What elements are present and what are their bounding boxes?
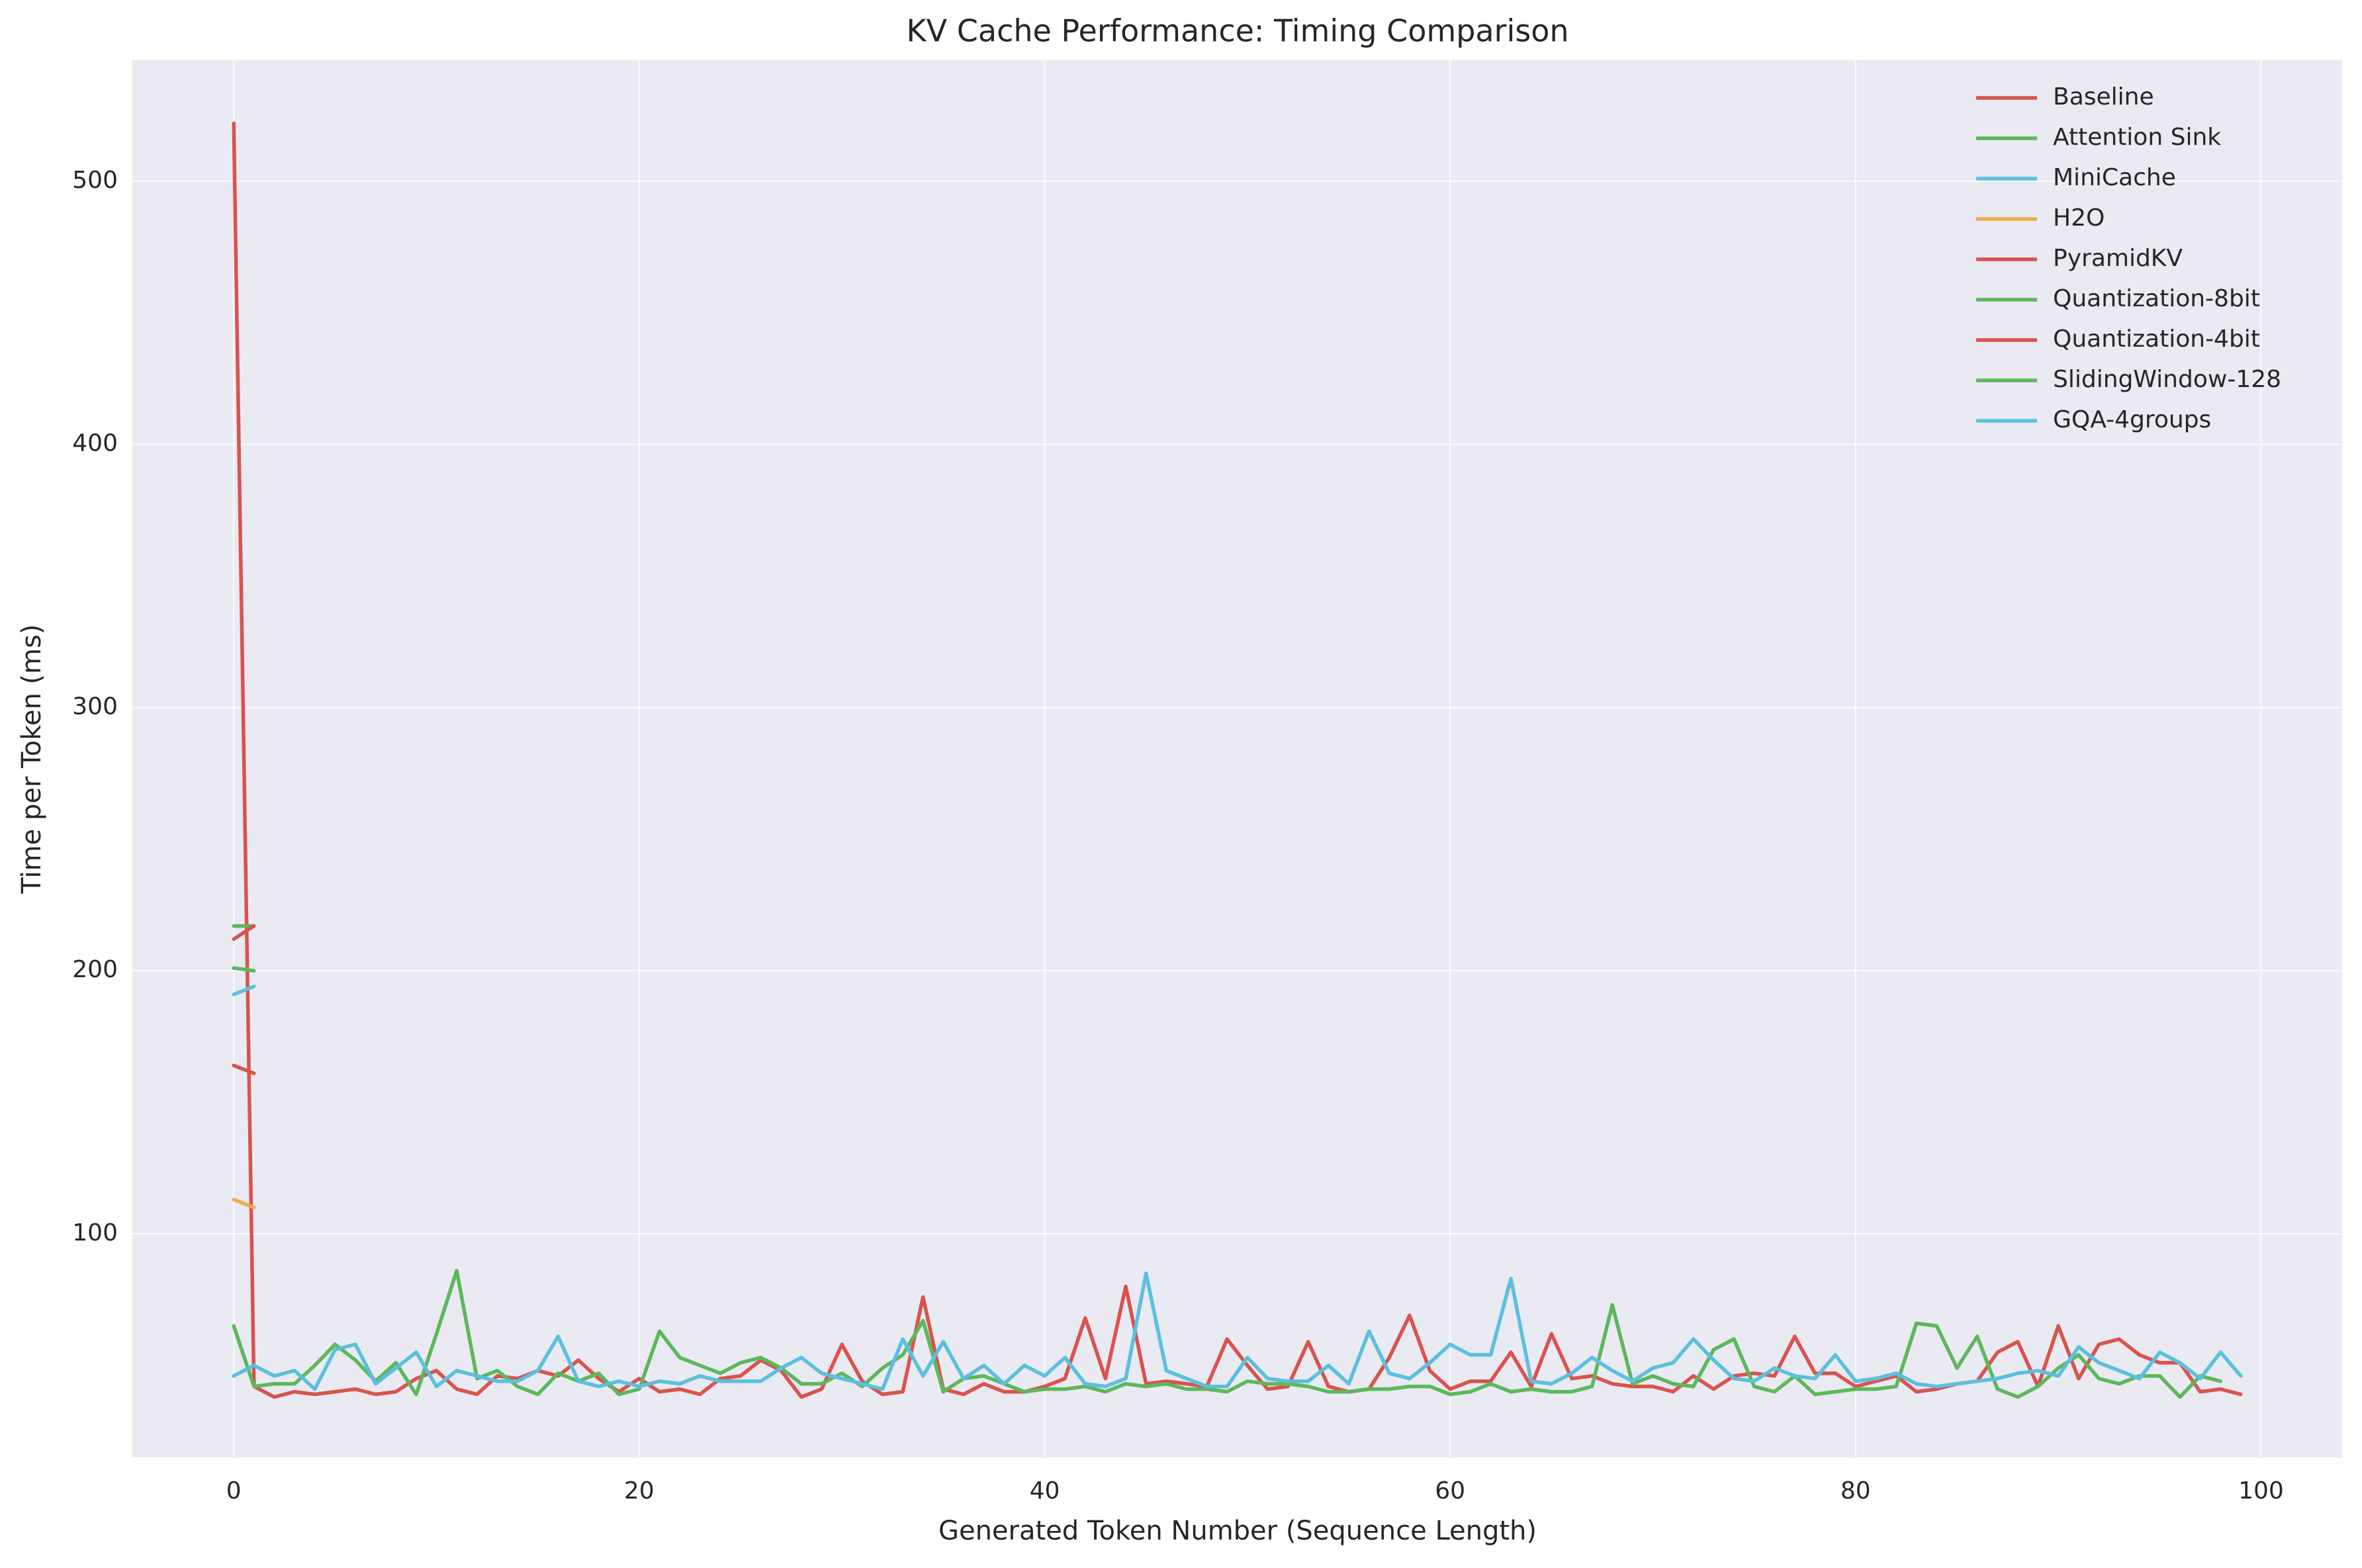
x-tick-label: 80: [1840, 1477, 1871, 1504]
y-tick-label: 100: [72, 1219, 118, 1246]
series-line: [232, 1268, 2222, 1399]
series-line: [232, 966, 256, 973]
series-line: [232, 121, 2243, 1399]
legend-label: Quantization-4bit: [2053, 326, 2260, 353]
x-axis-label: Generated Token Number (Sequence Length): [938, 1516, 1537, 1546]
series-line: [232, 924, 256, 941]
series-line: [232, 984, 256, 996]
y-tick-label: 200: [72, 956, 118, 983]
y-tick-label: 300: [72, 693, 118, 720]
y-tick-label: 400: [72, 430, 118, 457]
x-tick-label: 20: [624, 1477, 655, 1504]
series-line: [232, 1271, 2243, 1391]
series-line: [232, 1198, 256, 1209]
x-tick-label: 60: [1435, 1477, 1465, 1504]
plot-area: [132, 60, 2342, 1458]
chart-title: KV Cache Performance: Timing Comparison: [907, 13, 1569, 49]
y-tick-label: 500: [72, 167, 118, 194]
legend-label: GQA-4groups: [2053, 406, 2211, 433]
legend-label: Baseline: [2053, 83, 2154, 110]
y-axis-label: Time per Token (ms): [17, 624, 47, 894]
legend-label: SlidingWindow-128: [2053, 366, 2281, 393]
series-line: [232, 1063, 256, 1076]
x-tick-label: 100: [2238, 1477, 2284, 1504]
legend-label: MiniCache: [2053, 164, 2176, 191]
x-tick-label: 0: [226, 1477, 242, 1504]
legend-label: Attention Sink: [2053, 124, 2221, 151]
legend-label: Quantization-8bit: [2053, 285, 2260, 312]
legend-label: H2O: [2053, 204, 2105, 232]
legend-label: PyramidKV: [2053, 245, 2183, 272]
x-tick-label: 40: [1030, 1477, 1060, 1504]
